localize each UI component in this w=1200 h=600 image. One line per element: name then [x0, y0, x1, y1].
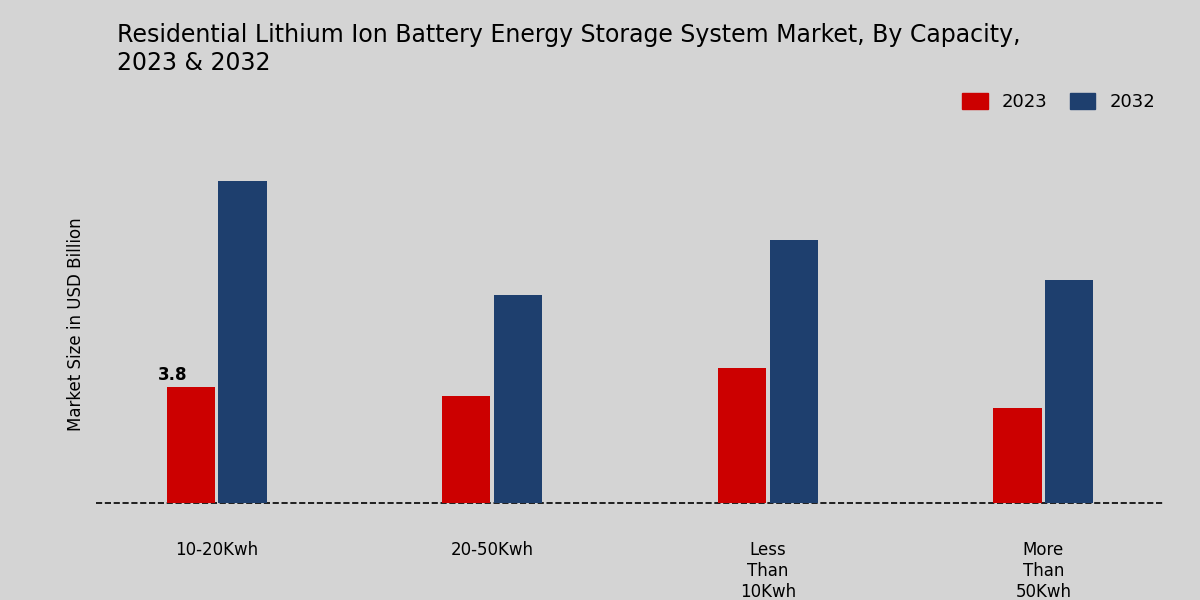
Bar [1045, 280, 1093, 503]
Bar [769, 239, 817, 503]
Legend: 2023, 2032: 2023, 2032 [962, 93, 1154, 111]
Y-axis label: Market Size in USD Billion: Market Size in USD Billion [67, 217, 85, 431]
Bar [718, 368, 766, 503]
Text: 3.8: 3.8 [158, 366, 187, 384]
Text: Residential Lithium Ion Battery Energy Storage System Market, By Capacity,
2023 : Residential Lithium Ion Battery Energy S… [118, 23, 1021, 75]
Bar [167, 387, 215, 503]
Bar [494, 295, 542, 503]
Bar [218, 181, 266, 503]
Bar [443, 396, 491, 503]
Bar [994, 409, 1042, 503]
